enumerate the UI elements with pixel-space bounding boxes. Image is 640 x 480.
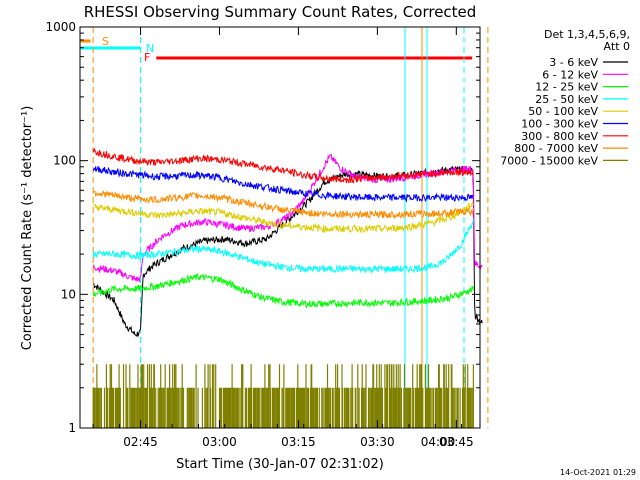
legend-entry-label: 25 - 50 keV bbox=[535, 93, 598, 106]
series-line bbox=[92, 147, 474, 184]
plot-frame bbox=[79, 26, 481, 429]
series-50-to-100keV bbox=[92, 201, 474, 234]
legend-header-line-2: Att 0 bbox=[604, 40, 630, 53]
y-tick-label: 1000 bbox=[45, 20, 76, 34]
legend-entry-label: 50 - 100 keV bbox=[528, 105, 598, 118]
series-line bbox=[92, 273, 474, 309]
plot-series bbox=[92, 147, 483, 428]
x-tick-label: 03:45 bbox=[439, 435, 474, 449]
night-label: N bbox=[146, 42, 154, 55]
series-line bbox=[92, 153, 483, 283]
series-line bbox=[92, 190, 474, 220]
flare-label: F bbox=[144, 51, 150, 64]
saa-label: S bbox=[102, 35, 109, 48]
legend-entry-label: 3 - 6 keV bbox=[549, 56, 598, 69]
series-line bbox=[92, 364, 474, 428]
x-tick-label: 02:45 bbox=[123, 435, 158, 449]
x-tick-label: 03:30 bbox=[360, 435, 395, 449]
x-tick-label: 03:00 bbox=[202, 435, 237, 449]
series-7000-to-15000keV bbox=[92, 364, 474, 428]
y-tick-label: 100 bbox=[53, 154, 76, 168]
legend-entry-label: 12 - 25 keV bbox=[535, 81, 598, 94]
series-300-to-800keV bbox=[92, 147, 474, 184]
x-tick-label: 03:15 bbox=[281, 435, 316, 449]
plot-annotations: S NF bbox=[80, 27, 489, 428]
series-800-to-7000keV bbox=[92, 190, 474, 220]
legend-entry-label: 6 - 12 keV bbox=[542, 68, 598, 81]
series-line bbox=[92, 218, 474, 275]
x-tick-label: 04:00 bbox=[421, 435, 456, 449]
y-axis-label: Corrected Count Rate (s⁻¹ detector⁻¹) bbox=[20, 106, 35, 351]
series-line bbox=[92, 201, 474, 234]
chart-title: RHESSI Observing Summary Count Rates, Co… bbox=[84, 3, 477, 21]
legend-header-line-1: Det 1,3,4,5,6,9, bbox=[544, 28, 630, 41]
legend-entry-label: 300 - 800 keV bbox=[521, 130, 598, 143]
date-stamp: 14-Oct-2021 01:29 bbox=[560, 468, 636, 477]
y-axis-ticks: 1 10 100 1000 bbox=[45, 20, 480, 435]
x-axis-label: Start Time (30-Jan-07 02:31:02) bbox=[176, 457, 384, 472]
series-100-to-300keV bbox=[92, 165, 474, 203]
y-tick-label: 10 bbox=[61, 287, 76, 301]
y-tick-label: 1 bbox=[68, 421, 76, 435]
legend-entry-label: 100 - 300 keV bbox=[521, 118, 598, 131]
legend-entry-label: 800 - 7000 keV bbox=[514, 142, 598, 155]
series-line bbox=[92, 165, 474, 203]
series-12-to-25keV bbox=[92, 273, 474, 309]
legend-entry-label: 7000 - 15000 keV bbox=[500, 154, 598, 167]
series-25-to-50keV bbox=[92, 218, 474, 275]
series-6-to-12keV bbox=[92, 153, 483, 283]
